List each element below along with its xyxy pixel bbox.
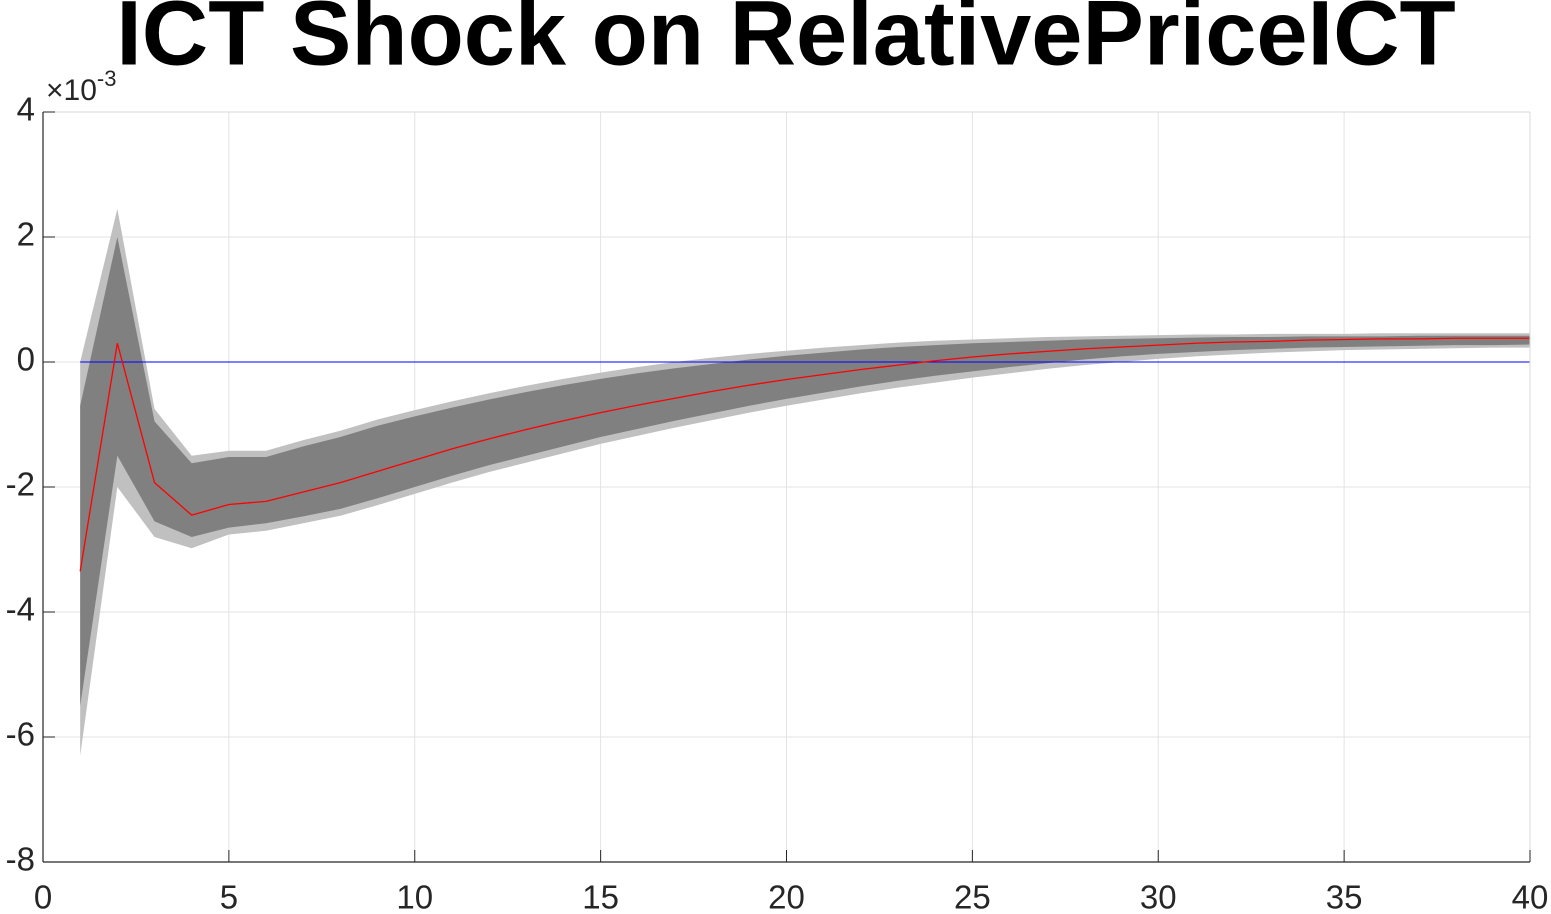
x-tick-label: 5	[220, 879, 238, 914]
confidence-band	[80, 237, 1530, 706]
x-tick-label: 15	[582, 879, 619, 914]
y-tick-label: -8	[6, 841, 35, 878]
median-line	[79, 337, 1530, 572]
x-tick-label: 35	[1326, 879, 1363, 914]
x-tick-label: 30	[1140, 879, 1177, 914]
y-multiplier: ×10-3	[46, 66, 116, 107]
y-tick-label: 4	[17, 91, 35, 128]
y-tick-label: -6	[6, 716, 35, 753]
x-tick-label: 20	[768, 879, 805, 914]
y-tick-label: -4	[6, 591, 35, 628]
y-tick-label: 2	[17, 216, 35, 253]
y-tick-label: 0	[17, 341, 35, 378]
x-tick-label: 25	[954, 879, 991, 914]
multiplier-base: ×10	[46, 74, 97, 107]
chart-title: ICT Shock on RelativePriceICT	[116, 0, 1455, 84]
x-tick-label: 40	[1512, 879, 1549, 914]
x-tick-label: 0	[34, 879, 52, 914]
multiplier-exponent: -3	[97, 66, 117, 91]
y-tick-label: -2	[6, 466, 35, 503]
x-tick-label: 10	[396, 879, 433, 914]
